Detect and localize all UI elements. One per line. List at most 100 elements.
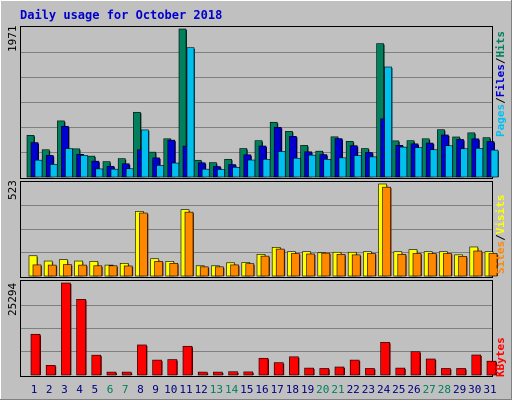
kbytes-bar	[45, 365, 56, 376]
sites-bar	[351, 254, 361, 277]
pages-bar	[171, 162, 180, 178]
sites-bar	[47, 264, 57, 277]
chart-title: Daily usage for October 2018	[20, 8, 222, 22]
kbytes-bar	[137, 344, 147, 376]
hits-panel-legend: Pages/Files/Hits	[494, 31, 507, 137]
pages-bar	[460, 148, 468, 178]
pages-bar	[399, 146, 408, 178]
pages-bar	[232, 167, 240, 178]
day-label: 22	[347, 383, 360, 396]
sites-bar	[427, 253, 437, 277]
day-label: 20	[316, 383, 329, 396]
kbytes-bar	[380, 341, 390, 376]
kbytes-bar	[258, 357, 269, 376]
files-bar	[30, 142, 39, 178]
pages-bar	[475, 148, 484, 178]
day-label: 11	[179, 383, 192, 396]
kbytes-bar	[395, 367, 406, 376]
sites-bar	[199, 266, 209, 277]
pages-bar	[156, 165, 164, 178]
kbytes-bar	[289, 356, 299, 376]
kbytes-bar	[349, 359, 360, 376]
pages-bar	[217, 169, 225, 178]
sites-bar	[488, 253, 498, 277]
kbytes-bar	[213, 371, 223, 376]
sites-bar	[291, 253, 300, 277]
kbytes-bar	[61, 282, 71, 376]
sites-bar	[336, 254, 346, 277]
day-label: 31	[483, 383, 496, 396]
day-label: 12	[195, 383, 208, 396]
pages-bar	[34, 159, 43, 178]
pages-bar	[369, 156, 377, 178]
kbytes-bar	[334, 366, 345, 376]
sites-bar	[215, 266, 224, 277]
kbytes-bar	[106, 371, 117, 376]
pages-bar	[201, 168, 210, 178]
day-label: 10	[164, 383, 177, 396]
sites-bar	[245, 263, 255, 277]
day-label: 18	[286, 383, 299, 396]
kbytes-bar	[76, 299, 86, 376]
day-label: 30	[468, 383, 481, 396]
kbytes-bar	[152, 359, 162, 376]
sites-bar	[78, 264, 87, 277]
pages-bar	[429, 149, 438, 178]
sites-bar	[367, 253, 376, 277]
sites-bar	[230, 264, 239, 277]
day-label: 7	[122, 383, 129, 396]
day-label: 13	[210, 383, 223, 396]
sites-bar	[108, 265, 118, 277]
day-label: 24	[377, 383, 391, 396]
day-label: 16	[255, 383, 268, 396]
day-label: 28	[438, 383, 451, 396]
legend-visits: Visits	[494, 195, 507, 235]
sites-bar	[139, 212, 148, 277]
day-label: 8	[137, 383, 144, 396]
day-label: 9	[152, 383, 159, 396]
day-label: 4	[76, 383, 83, 396]
visits-panel-legend: Sites/Visits	[494, 195, 507, 275]
pages-bar	[293, 157, 301, 178]
legend-hits: Hits	[494, 31, 507, 58]
day-label: 21	[331, 383, 344, 396]
files-bar	[167, 139, 176, 178]
pages-bar	[490, 149, 499, 178]
pages-bar	[262, 158, 271, 178]
sites-bar	[93, 265, 103, 277]
day-label: 6	[107, 383, 114, 396]
kbytes-bar	[197, 371, 208, 376]
pages-bar	[186, 47, 195, 178]
hits-bar	[376, 43, 384, 178]
sites-bar	[458, 255, 467, 277]
kbytes-bar	[486, 360, 497, 376]
pages-bar	[353, 155, 362, 178]
sites-bar	[473, 250, 483, 277]
sites-bar	[382, 186, 391, 277]
sites-bar	[184, 211, 194, 277]
day-label: 1	[31, 383, 38, 396]
day-label: 19	[301, 383, 314, 396]
day-label: 3	[61, 383, 68, 396]
day-label: 26	[407, 383, 420, 396]
sites-bar	[123, 265, 133, 277]
kbytes-bar	[121, 371, 132, 376]
legend-pages: Pages	[494, 104, 507, 137]
kbytes-bar	[441, 368, 451, 376]
legend-separator: /	[494, 234, 507, 241]
visits-panel-max-label: 523	[6, 180, 19, 200]
day-label: 2	[46, 383, 53, 396]
pages-bar	[95, 168, 104, 178]
day-label: 14	[225, 383, 239, 396]
sites-bar	[260, 255, 270, 277]
kbytes-bar	[243, 371, 254, 376]
files-bar	[289, 136, 297, 178]
legend-sites: Sites	[494, 241, 507, 274]
sites-bar	[169, 263, 179, 277]
pages-bar	[338, 157, 347, 178]
sites-bar	[397, 254, 407, 277]
pages-bar	[65, 148, 73, 178]
legend-separator: /	[494, 57, 507, 64]
